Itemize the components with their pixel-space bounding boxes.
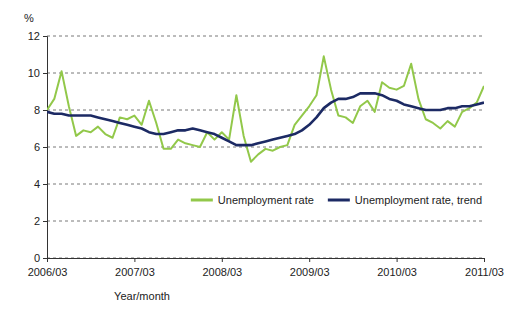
x-tick: 2009/03 (290, 258, 330, 278)
x-tick-mark (484, 258, 485, 262)
x-tick-mark (309, 258, 310, 262)
y-axis-line (43, 37, 48, 259)
x-axis: 2006/03 2007/03 2008/03 2009/03 2010/03 2011/… (28, 258, 504, 278)
x-tick: 2010/03 (377, 258, 417, 278)
y-axis-title: % (24, 12, 34, 24)
x-tick-mark (47, 258, 48, 262)
y-tick: 0 (34, 252, 47, 264)
grid-line (47, 73, 484, 74)
y-tick-label: 0 (34, 252, 40, 264)
y-tick: 8 (34, 104, 47, 116)
y-tick-label: 2 (34, 215, 40, 227)
x-tick-mark (222, 258, 223, 262)
y-tick: 2 (34, 215, 47, 227)
x-tick: 2011/03 (465, 258, 504, 278)
x-tick-label: 2008/03 (202, 266, 242, 278)
y-tick-mark (43, 36, 47, 37)
chart: 0 2 4 6 8 10 12 2006/03 2007/03 2008/03 2009/03 201… (0, 0, 519, 312)
y-tick: 6 (34, 141, 47, 153)
y-tick-mark (43, 184, 47, 185)
y-tick: 4 (34, 178, 47, 190)
x-tick: 2006/03 (28, 258, 68, 278)
x-tick-label: 2006/03 (28, 266, 68, 278)
series-line (47, 93, 484, 145)
y-tick-mark (43, 110, 47, 111)
y-tick: 12 (28, 30, 47, 42)
y-tick-label: 8 (34, 104, 40, 116)
legend: Unemployment rate Unemployment rate, tren… (191, 194, 482, 206)
x-axis-title: Year/month (114, 290, 170, 302)
y-tick-label: 6 (34, 141, 40, 153)
legend-swatch (328, 199, 350, 202)
y-tick-label: 10 (28, 67, 40, 79)
grid (47, 36, 484, 258)
x-tick-label: 2011/03 (465, 266, 504, 278)
x-tick-label: 2009/03 (290, 266, 330, 278)
y-tick-mark (43, 258, 47, 259)
x-tick: 2008/03 (202, 258, 242, 278)
series-line (47, 56, 484, 161)
grid-line (47, 36, 484, 37)
legend-swatch (191, 199, 213, 202)
x-axis-line (48, 259, 485, 263)
grid-line (47, 221, 484, 222)
y-axis: 0 2 4 6 8 10 12 (28, 30, 48, 264)
x-tick-mark (134, 258, 135, 262)
y-tick-mark (43, 147, 47, 148)
legend-label: Unemployment rate (218, 194, 314, 206)
legend-item: Unemployment rate, trend (328, 194, 482, 206)
x-tick-mark (397, 258, 398, 262)
grid-line (47, 184, 484, 185)
y-tick-mark (43, 73, 47, 74)
y-tick-label: 4 (34, 178, 40, 190)
x-tick-label: 2010/03 (377, 266, 417, 278)
y-tick-label: 12 (28, 30, 40, 42)
grid-line (47, 147, 484, 148)
x-tick: 2007/03 (115, 258, 155, 278)
lines (47, 56, 484, 161)
x-tick-label: 2007/03 (115, 266, 155, 278)
legend-item: Unemployment rate (191, 194, 314, 206)
legend-label: Unemployment rate, trend (355, 194, 482, 206)
grid-line (47, 110, 484, 111)
y-tick-mark (43, 221, 47, 222)
y-tick: 10 (28, 67, 47, 79)
